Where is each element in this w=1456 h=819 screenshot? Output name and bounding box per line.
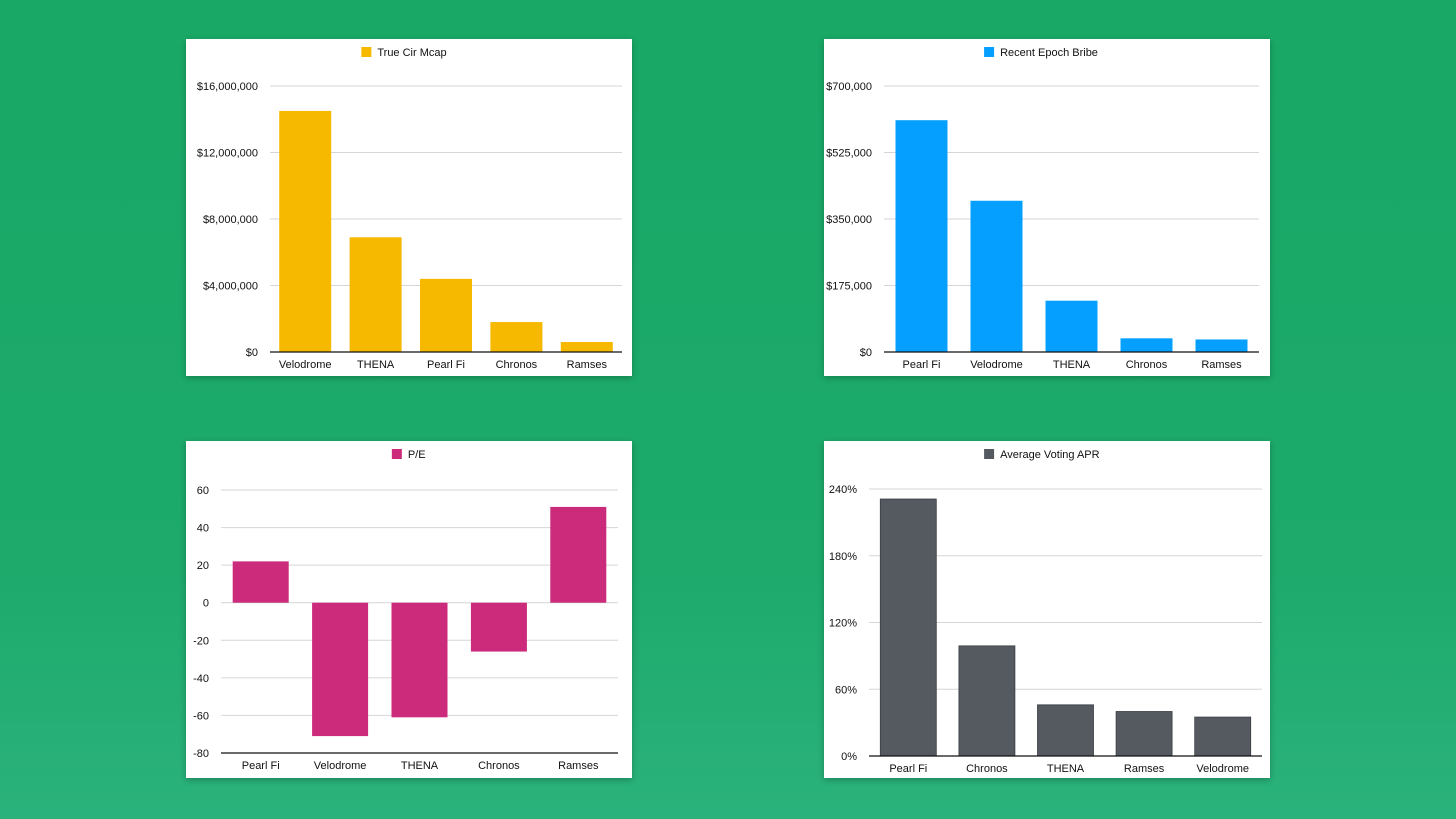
y-tick-label: 180% <box>829 551 857 563</box>
legend-swatch <box>984 47 995 57</box>
bar-velodrome <box>312 602 369 737</box>
x-tick-label: THENA <box>401 760 439 772</box>
x-tick-label: Ramses <box>1124 763 1165 775</box>
bar-ramses <box>550 506 607 603</box>
chart-panel-true-cir-mcap: True Cir Mcap $0 $4,000,000 $8,000,000 $12,0… <box>186 39 632 376</box>
legend-swatch <box>361 47 372 57</box>
y-tick-label: $0 <box>246 347 258 359</box>
x-tick-label: Ramses <box>1201 359 1242 371</box>
x-tick-label: THENA <box>1053 359 1091 371</box>
legend-label: Recent Epoch Bribe <box>1000 47 1098 59</box>
x-tick-label: Velodrome <box>1196 763 1249 775</box>
y-tick-label: 120% <box>829 618 857 630</box>
y-tick-label: $16,000,000 <box>197 81 258 93</box>
y-tick-label: 60 <box>197 485 209 497</box>
x-tick-label: THENA <box>1047 763 1085 775</box>
y-tick-label: $0 <box>860 347 872 359</box>
y-tick-label: 60% <box>835 684 857 696</box>
legend-swatch <box>391 449 402 459</box>
bar-velodrome <box>970 200 1023 352</box>
y-tick-label: 0 <box>203 598 209 610</box>
legend: Average Voting APR <box>984 449 1100 461</box>
y-tick-label: -60 <box>193 710 209 722</box>
chart-panel-pe: P/E -80 -60 -40 -20 0 20 40 60 Pearl Fi Velodrome T… <box>186 441 632 778</box>
bar-pearl-fi <box>420 278 472 352</box>
x-tick-label: Chronos <box>966 763 1008 775</box>
x-tick-label: Ramses <box>567 359 608 371</box>
x-tick-label: Pearl Fi <box>427 359 465 371</box>
legend: True Cir Mcap <box>361 47 447 59</box>
x-tick-label: Chronos <box>1126 359 1168 371</box>
legend-label: P/E <box>408 449 426 461</box>
bar-pearl-fi <box>895 120 948 352</box>
x-tick-label: Velodrome <box>970 359 1023 371</box>
legend-label: Average Voting APR <box>1000 449 1100 461</box>
x-tick-label: Velodrome <box>279 359 332 371</box>
y-tick-label: $175,000 <box>826 281 872 293</box>
x-tick-label: Velodrome <box>314 760 367 772</box>
bar-pearl-fi <box>879 498 937 757</box>
chart-average-voting-apr: Average Voting APR 0% 60% 120% 180% 240% Pearl… <box>829 449 1262 775</box>
bar-thena <box>391 602 448 718</box>
bar-thena <box>1037 704 1094 757</box>
bar-chronos <box>1120 338 1173 352</box>
legend: P/E <box>391 449 426 461</box>
y-tick-label: $12,000,000 <box>197 148 258 160</box>
x-tick-label: Pearl Fi <box>889 763 927 775</box>
bar-ramses <box>1195 339 1248 352</box>
legend-swatch <box>984 449 995 459</box>
bar-chronos <box>958 645 1016 757</box>
chart-panel-average-voting-apr: Average Voting APR 0% 60% 120% 180% 240% Pearl… <box>824 441 1270 778</box>
y-tick-label: -20 <box>193 635 209 647</box>
chart-pe: P/E -80 -60 -40 -20 0 20 40 60 Pearl Fi Velodrome T… <box>193 449 618 772</box>
y-tick-label: -80 <box>193 748 209 760</box>
bar-thena <box>349 237 402 352</box>
chart-recent-epoch-bribe: Recent Epoch Bribe $0 $175,000 $350,000 $525… <box>826 47 1259 371</box>
bar-chronos <box>470 602 527 652</box>
y-tick-label: 20 <box>197 560 209 572</box>
bar-ramses <box>560 342 613 352</box>
bar-chronos <box>490 322 543 352</box>
bar-velodrome <box>1194 716 1252 757</box>
x-tick-label: THENA <box>357 359 395 371</box>
chart-true-cir-mcap: True Cir Mcap $0 $4,000,000 $8,000,000 $12,0… <box>197 47 622 371</box>
y-tick-label: $350,000 <box>826 214 872 226</box>
y-tick-label: 0% <box>841 751 857 763</box>
legend-label: True Cir Mcap <box>377 47 446 59</box>
x-tick-label: Chronos <box>496 359 538 371</box>
bar-pearl-fi <box>232 561 289 603</box>
y-tick-label: -40 <box>193 673 209 685</box>
x-tick-label: Ramses <box>558 760 599 772</box>
bar-ramses <box>1115 711 1173 757</box>
legend: Recent Epoch Bribe <box>984 47 1098 59</box>
x-tick-label: Pearl Fi <box>903 359 941 371</box>
y-tick-label: 40 <box>197 523 209 535</box>
bar-velodrome <box>279 110 332 352</box>
y-tick-label: $700,000 <box>826 81 872 93</box>
x-tick-label: Pearl Fi <box>242 760 280 772</box>
chart-panel-recent-epoch-bribe: Recent Epoch Bribe $0 $175,000 $350,000 $525… <box>824 39 1270 376</box>
y-tick-label: $525,000 <box>826 148 872 160</box>
y-tick-label: 240% <box>829 484 857 496</box>
bar-thena <box>1045 300 1098 352</box>
y-tick-label: $8,000,000 <box>203 214 258 226</box>
x-tick-label: Chronos <box>478 760 520 772</box>
y-tick-label: $4,000,000 <box>203 281 258 293</box>
